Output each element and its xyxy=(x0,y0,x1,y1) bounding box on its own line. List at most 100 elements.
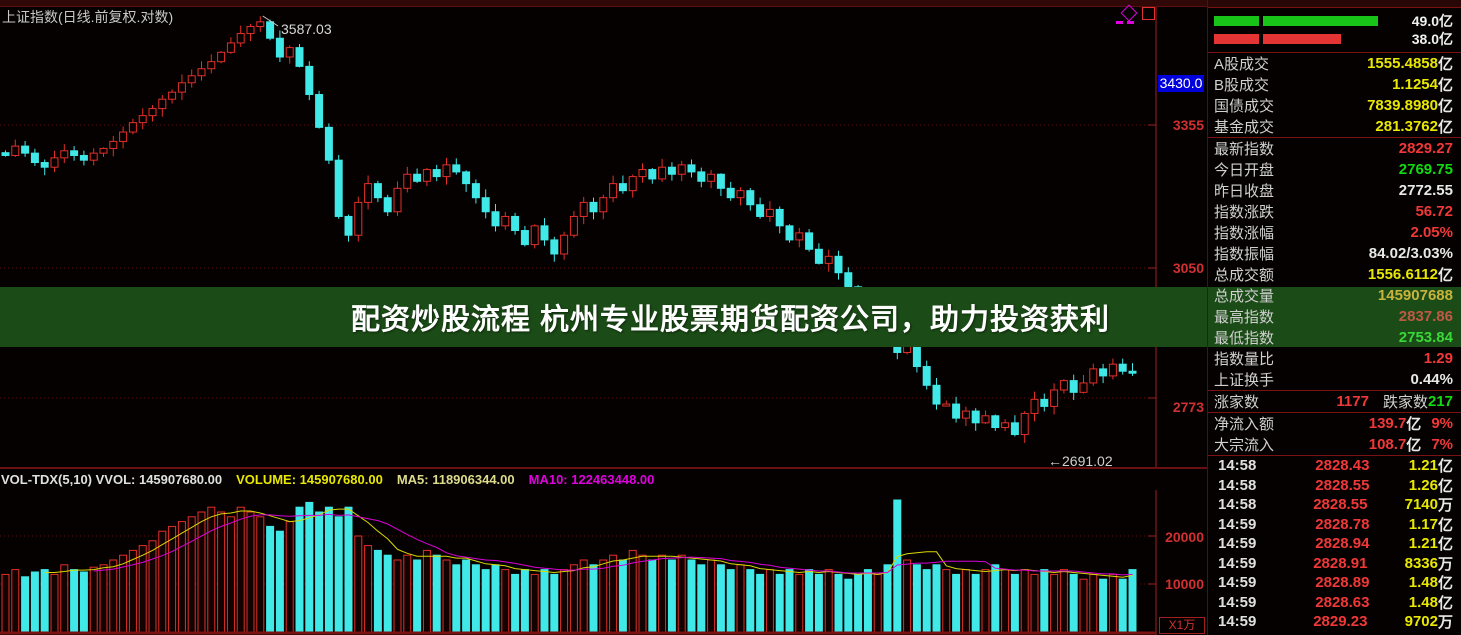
volume-bar xyxy=(432,554,441,633)
candle-down xyxy=(1128,363,1137,376)
volume-ma5-line xyxy=(44,508,1133,578)
axis-label: 3355 xyxy=(1172,117,1204,133)
stat-value: 2753.84 xyxy=(1398,329,1453,346)
axis-label: 20000 xyxy=(1165,529,1204,545)
sidebar-stat-row: 基金成交 281.3762 亿 xyxy=(1208,116,1461,137)
volume-ma10-line xyxy=(93,513,1133,576)
candle-down xyxy=(373,180,382,203)
candle-down xyxy=(726,181,735,201)
stat-value: 2.05% xyxy=(1410,224,1453,241)
ad-banner[interactable]: 配资炒股流程 杭州专业股票期货配资公司，助力投资获利 xyxy=(0,287,1461,347)
candle-up xyxy=(50,150,59,173)
candle-down xyxy=(315,90,324,129)
volume-bar xyxy=(932,564,941,633)
volume-bar xyxy=(520,569,529,633)
volume-bar xyxy=(383,554,392,633)
stat-label: 最新指数 xyxy=(1214,141,1275,158)
volume-bar xyxy=(579,559,588,633)
volume-bar xyxy=(275,530,284,633)
sidebar-stat-row: 指数涨幅 2.05% xyxy=(1208,222,1461,243)
candle-up xyxy=(961,406,970,427)
volume-bar xyxy=(560,569,569,633)
volume-bar xyxy=(1118,578,1127,633)
minimize-dash-icon[interactable] xyxy=(1116,21,1123,24)
stat-value: 108.7 xyxy=(1368,436,1407,453)
candle-up xyxy=(187,69,196,88)
volume-bar xyxy=(11,569,20,633)
tick-amount: 1.26 xyxy=(1408,476,1438,494)
main-candlestick-chart[interactable] xyxy=(0,0,1207,467)
candle-up xyxy=(1030,391,1039,422)
volume-bar xyxy=(364,545,373,633)
tick-amount: 1.21 xyxy=(1408,457,1438,475)
tick-amount: 8336 xyxy=(1404,554,1438,572)
candle-up xyxy=(128,118,137,135)
volume-bar xyxy=(266,525,275,633)
sidebar-stat-row: 今日开盘 2769.75 xyxy=(1208,159,1461,180)
volume-bar xyxy=(638,554,647,633)
volume-bar xyxy=(648,559,657,633)
market-data-sidebar: 49.0亿 38.0亿 A股成交 1555.4858 亿 B股成交 1.1254 亿国债成交 7… xyxy=(1207,0,1461,635)
bar-segment xyxy=(1263,34,1341,44)
volume-bar xyxy=(599,559,608,633)
tick-unit: 亿 xyxy=(1437,477,1453,495)
maximize-icon[interactable] xyxy=(1142,7,1155,20)
volume-bar xyxy=(550,573,559,633)
candle-down xyxy=(697,167,706,188)
volume-indicator-readout: VOL-TDX(5,10) VVOL: 145907680.00 VOLUME: … xyxy=(1,472,654,487)
volume-bar xyxy=(403,554,412,633)
volume-bar xyxy=(736,564,745,633)
volume-bar xyxy=(795,573,804,633)
ratio-bar-row: 38.0亿 xyxy=(1214,31,1453,47)
volume-bar xyxy=(912,564,921,633)
axis-label: 2773 xyxy=(1172,399,1204,415)
candle-up xyxy=(109,136,118,157)
volume-bar xyxy=(893,499,902,633)
axis-label: 3050 xyxy=(1172,260,1204,276)
candle-down xyxy=(79,150,88,166)
volume-bar xyxy=(197,511,206,633)
volume-bar xyxy=(442,559,451,633)
sidebar-stat-row: 指数涨跌 56.72 xyxy=(1208,201,1461,222)
volume-bar xyxy=(89,566,98,633)
candle-down xyxy=(1099,363,1108,384)
tick-row: 14:58 2828.55 7140 万 xyxy=(1208,495,1461,515)
candle-down xyxy=(775,206,784,234)
candle-down xyxy=(40,159,49,176)
candle-up xyxy=(236,25,245,47)
volume-bar xyxy=(765,569,774,633)
stat-value: 2769.75 xyxy=(1398,161,1453,178)
candle-up xyxy=(981,410,990,424)
tick-time: 14:59 xyxy=(1218,613,1257,631)
tick-amount: 1.21 xyxy=(1408,535,1438,553)
buy-sell-ratio-bars: 49.0亿 38.0亿 xyxy=(1208,8,1461,52)
stat-label: 昨日收盘 xyxy=(1214,183,1275,200)
volume-bar xyxy=(305,501,314,633)
volume-bar xyxy=(1010,573,1019,633)
stat-label: 指数振幅 xyxy=(1214,246,1275,263)
tick-price: 2829.23 xyxy=(1313,613,1368,631)
volume-bar xyxy=(393,559,402,633)
volume-chart[interactable] xyxy=(0,490,1207,635)
volume-bar xyxy=(491,564,500,633)
sidebar-stat-row: 净流入额 139.7 亿 9% xyxy=(1208,413,1461,434)
volume-bar xyxy=(1069,573,1078,633)
candle-up xyxy=(569,210,578,238)
candle-up xyxy=(119,126,128,149)
candle-up xyxy=(207,54,216,74)
stat-label: 总成交额 xyxy=(1214,267,1275,284)
candle-down xyxy=(511,212,520,235)
unit-suffix: 亿 xyxy=(1406,416,1422,433)
volume-bar xyxy=(315,511,324,633)
minimize-dash-icon[interactable] xyxy=(1127,21,1134,24)
bar-segment xyxy=(1263,16,1378,26)
bar-value: 49.0亿 xyxy=(1411,13,1453,29)
candle-up xyxy=(246,23,255,42)
candle-up xyxy=(579,196,588,225)
volume-bar xyxy=(422,549,431,633)
volume-bar xyxy=(814,573,823,633)
volume-bar xyxy=(589,564,598,633)
candle-down xyxy=(275,30,284,63)
stat-label: 今日开盘 xyxy=(1214,162,1275,179)
unit-suffix: 亿 xyxy=(1406,437,1422,454)
